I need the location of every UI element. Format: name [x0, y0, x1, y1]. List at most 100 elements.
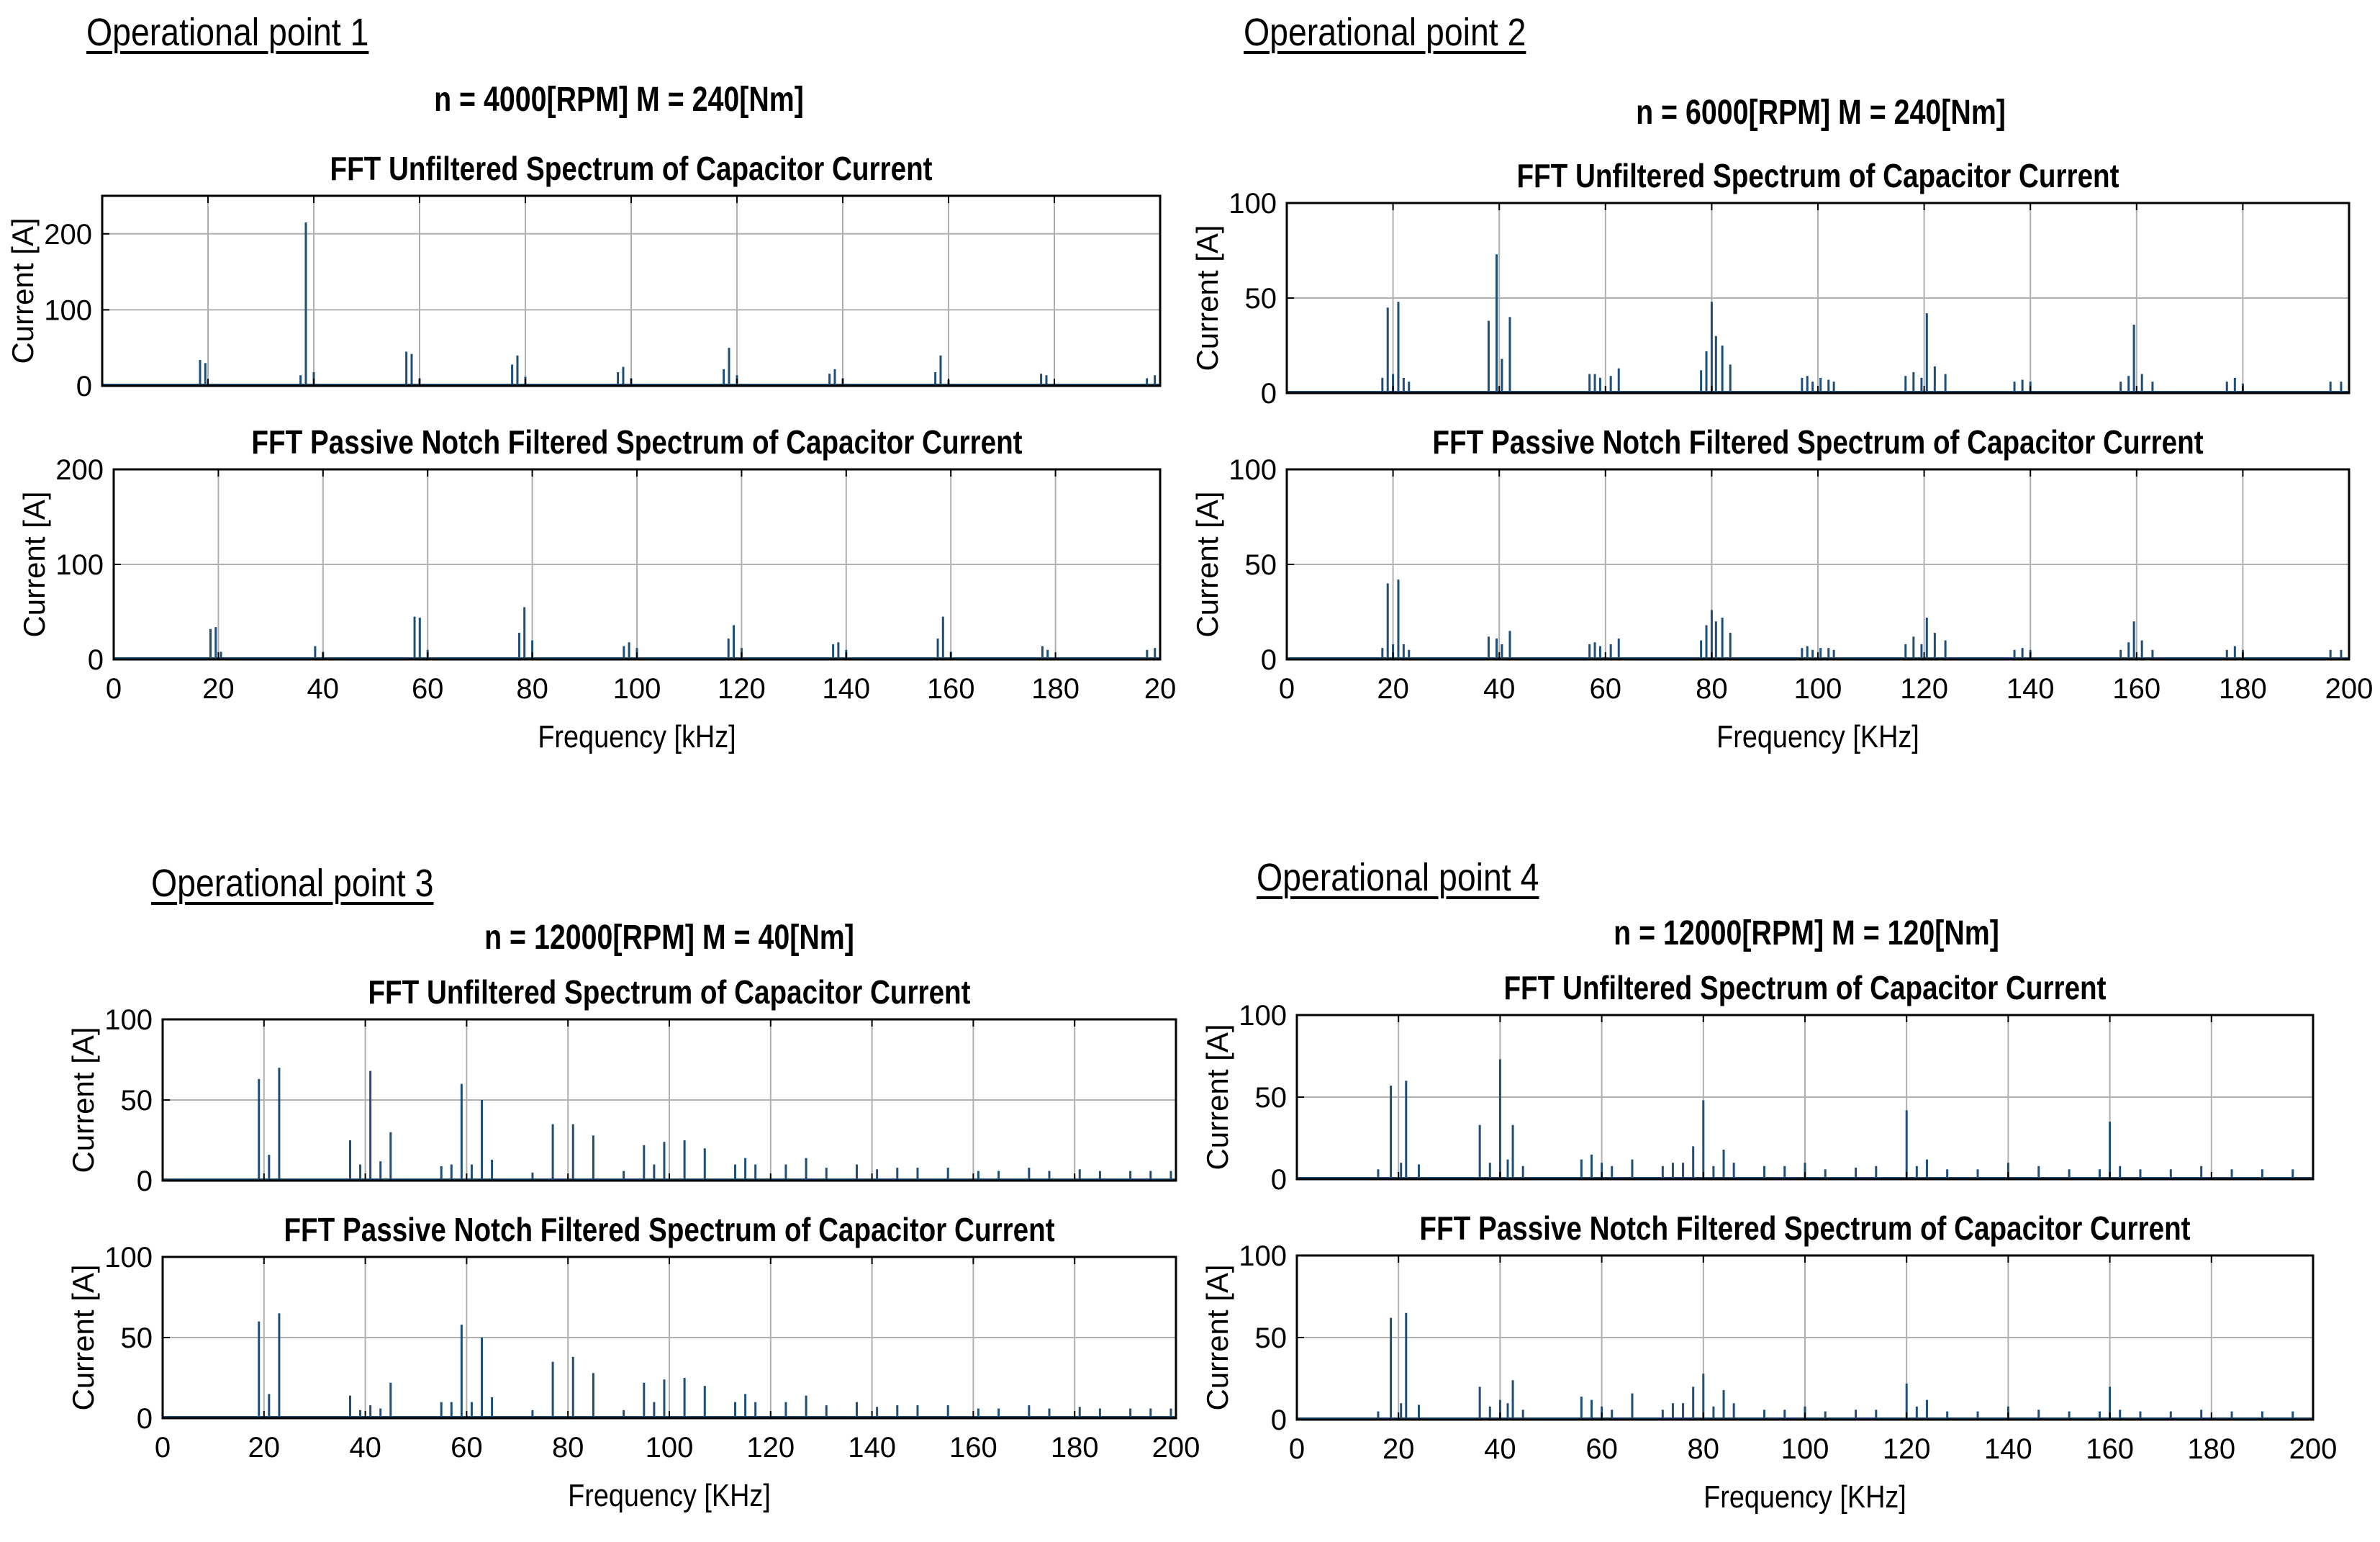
chart-title: FFT Unfiltered Spectrum of Capacitor Cur… — [368, 974, 970, 1011]
y-tick-label: 0 — [1271, 1405, 1287, 1436]
x-tick-label: 80 — [1696, 673, 1728, 705]
operational-point-3-label: Operational point 3 — [151, 862, 434, 905]
operational-point-2-label: Operational point 2 — [1244, 11, 1526, 54]
x-tick-label: 60 — [1590, 673, 1622, 705]
x-tick-label: 160 — [2112, 673, 2160, 705]
x-tick-label: 0 — [106, 673, 122, 705]
x-tick-label: 180 — [1031, 673, 1080, 705]
operational-point-1-condition: n = 4000[RPM] M = 240[Nm] — [434, 80, 804, 119]
operational-point-1-label: Operational point 1 — [86, 11, 369, 54]
y-tick-label: 50 — [1245, 549, 1277, 581]
y-tick-label: 50 — [121, 1085, 153, 1117]
x-tick-label: 180 — [1051, 1432, 1099, 1464]
x-tick-label: 120 — [1883, 1433, 1931, 1465]
chart-p3-filtered — [161, 1255, 1177, 1420]
x-tick-label: 20 — [1377, 673, 1409, 705]
y-axis-label: Current [A] — [1200, 1264, 1234, 1410]
y-tick-label: 0 — [137, 1403, 153, 1435]
chart-title: FFT Passive Notch Filtered Spectrum of C… — [251, 424, 1022, 461]
x-tick-label: 120 — [1900, 673, 1948, 705]
x-tick-label: 180 — [2187, 1433, 2235, 1465]
x-tick-label: 100 — [646, 1432, 694, 1464]
y-axis-label: Current [A] — [66, 1264, 100, 1410]
y-tick-label: 50 — [1255, 1082, 1288, 1114]
chart-p3-unfiltered — [161, 1018, 1177, 1182]
x-tick-label: 20 — [1383, 1433, 1415, 1465]
x-tick-label: 80 — [552, 1432, 584, 1464]
chart-title: FFT Passive Notch Filtered Spectrum of C… — [1432, 424, 2203, 461]
chart-p4-unfiltered — [1295, 1014, 2315, 1181]
x-tick-label: 20 — [1144, 673, 1177, 705]
x-tick-label: 80 — [1688, 1433, 1720, 1465]
y-tick-label: 200 — [44, 219, 92, 251]
x-tick-label: 160 — [927, 673, 975, 705]
y-axis-label: Current [A] — [1200, 1024, 1234, 1170]
y-tick-label: 100 — [44, 294, 92, 326]
x-tick-label: 200 — [1152, 1432, 1200, 1464]
y-tick-label: 100 — [1239, 1240, 1287, 1272]
y-tick-label: 100 — [1229, 188, 1277, 220]
y-tick-label: 50 — [1245, 283, 1277, 315]
y-tick-label: 100 — [104, 1242, 153, 1273]
x-tick-label: 40 — [1483, 673, 1516, 705]
chart-title: FFT Unfiltered Spectrum of Capacitor Cur… — [1516, 158, 2119, 194]
x-tick-label: 140 — [2006, 673, 2055, 705]
y-tick-label: 0 — [1271, 1164, 1287, 1196]
operational-point-2-condition: n = 6000[RPM] M = 240[Nm] — [1636, 93, 2006, 132]
x-tick-label: 0 — [1279, 673, 1295, 705]
x-tick-label: 40 — [349, 1432, 381, 1464]
y-axis-label: Current [A] — [1190, 225, 1224, 371]
x-tick-label: 140 — [822, 673, 870, 705]
x-axis-label: Frequency [KHz] — [568, 1477, 771, 1512]
x-tick-label: 140 — [848, 1432, 896, 1464]
x-tick-label: 40 — [307, 673, 340, 705]
chart-title: FFT Passive Notch Filtered Spectrum of C… — [284, 1212, 1054, 1248]
x-axis-label: Frequency [KHz] — [1716, 718, 1919, 754]
y-tick-label: 100 — [1239, 1000, 1287, 1032]
x-tick-label: 60 — [1585, 1433, 1618, 1465]
y-tick-label: 100 — [55, 549, 104, 581]
x-tick-label: 60 — [412, 673, 444, 705]
y-tick-label: 100 — [104, 1004, 153, 1036]
x-tick-label: 100 — [1794, 673, 1842, 705]
chart-p1-filtered — [112, 468, 1162, 661]
x-tick-label: 160 — [949, 1432, 997, 1464]
y-tick-label: 200 — [55, 454, 104, 486]
operational-point-4-label: Operational point 4 — [1257, 856, 1539, 899]
x-tick-label: 100 — [613, 673, 661, 705]
x-tick-label: 0 — [155, 1432, 171, 1464]
chart-p4-filtered — [1295, 1254, 2315, 1421]
x-tick-label: 160 — [2086, 1433, 2134, 1465]
y-tick-label: 0 — [1261, 644, 1277, 676]
x-tick-label: 40 — [1484, 1433, 1516, 1465]
chart-title: FFT Unfiltered Spectrum of Capacitor Cur… — [330, 150, 932, 187]
y-tick-label: 0 — [88, 644, 104, 676]
chart-title: FFT Passive Notch Filtered Spectrum of C… — [1419, 1210, 2190, 1247]
x-tick-label: 200 — [2289, 1433, 2338, 1465]
x-tick-label: 0 — [1289, 1433, 1305, 1465]
chart-title: FFT Unfiltered Spectrum of Capacitor Cur… — [1503, 970, 2106, 1006]
x-tick-label: 180 — [2219, 673, 2267, 705]
y-axis-label: Current [A] — [66, 1027, 100, 1173]
x-tick-label: 60 — [451, 1432, 483, 1464]
chart-p1-unfiltered — [101, 194, 1162, 387]
x-tick-label: 100 — [1781, 1433, 1829, 1465]
y-axis-label: Current [A] — [6, 217, 40, 364]
y-tick-label: 50 — [1255, 1322, 1288, 1354]
y-axis-label: Current [A] — [1190, 491, 1224, 637]
x-axis-label: Frequency [KHz] — [1703, 1479, 1906, 1514]
y-tick-label: 0 — [76, 371, 92, 402]
y-axis-label: Current [A] — [17, 491, 51, 637]
x-axis-label: Frequency [kHz] — [538, 718, 736, 754]
y-tick-label: 0 — [137, 1165, 153, 1197]
operational-point-3-condition: n = 12000[RPM] M = 40[Nm] — [484, 918, 854, 957]
x-tick-label: 120 — [746, 1432, 795, 1464]
x-tick-label: 20 — [202, 673, 235, 705]
operational-point-4-condition: n = 12000[RPM] M = 120[Nm] — [1614, 914, 1999, 952]
y-tick-label: 100 — [1229, 454, 1277, 486]
x-tick-label: 80 — [516, 673, 548, 705]
y-tick-label: 50 — [121, 1322, 153, 1354]
x-tick-label: 20 — [248, 1432, 281, 1464]
y-tick-label: 0 — [1261, 378, 1277, 410]
x-tick-label: 120 — [718, 673, 766, 705]
